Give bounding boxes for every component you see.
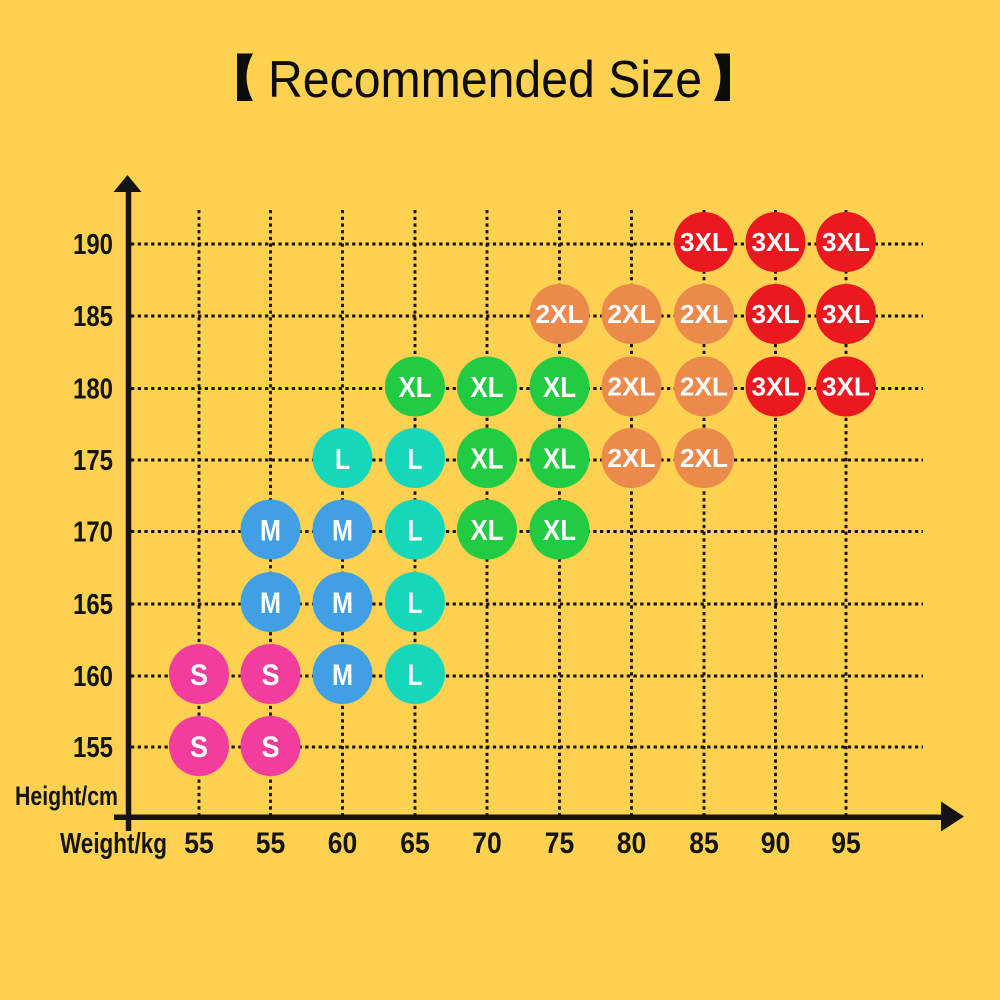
svg-text:55: 55 — [256, 827, 286, 860]
svg-text:175: 175 — [73, 445, 113, 477]
svg-text:70: 70 — [472, 827, 502, 860]
svg-text:2XL: 2XL — [608, 299, 656, 329]
svg-text:M: M — [332, 659, 353, 692]
svg-text:L: L — [408, 444, 423, 476]
svg-text:65: 65 — [400, 827, 430, 860]
svg-text:XL: XL — [471, 515, 504, 547]
svg-text:160: 160 — [73, 661, 113, 693]
svg-text:2XL: 2XL — [608, 443, 656, 473]
svg-text:60: 60 — [328, 827, 358, 860]
svg-text:L: L — [408, 587, 423, 620]
svg-text:2XL: 2XL — [680, 299, 728, 329]
svg-text:M: M — [260, 515, 281, 548]
svg-text:3XL: 3XL — [822, 299, 870, 329]
svg-text:185: 185 — [73, 301, 113, 333]
svg-text:165: 165 — [73, 589, 113, 621]
svg-text:M: M — [260, 587, 281, 620]
svg-text:155: 155 — [73, 732, 113, 764]
svg-text:3XL: 3XL — [752, 299, 800, 329]
svg-text:2XL: 2XL — [608, 372, 656, 402]
svg-text:3XL: 3XL — [752, 227, 800, 257]
svg-text:S: S — [262, 731, 280, 764]
svg-text:Recommended Size: Recommended Size — [268, 51, 702, 109]
svg-text:XL: XL — [399, 372, 432, 404]
svg-text:S: S — [262, 659, 280, 692]
svg-text:2XL: 2XL — [680, 443, 728, 473]
svg-text:170: 170 — [73, 517, 113, 549]
svg-text:S: S — [190, 659, 208, 692]
svg-text:Weight/kg: Weight/kg — [60, 828, 167, 860]
svg-text:XL: XL — [543, 372, 576, 404]
svg-text:3XL: 3XL — [822, 372, 870, 402]
svg-text:M: M — [332, 587, 353, 620]
svg-text:XL: XL — [543, 444, 576, 476]
svg-text:95: 95 — [831, 827, 861, 860]
svg-text:180: 180 — [73, 374, 113, 406]
svg-text:Height/cm: Height/cm — [15, 781, 118, 811]
svg-text:90: 90 — [761, 827, 791, 860]
svg-text:85: 85 — [689, 827, 719, 860]
svg-text:XL: XL — [543, 515, 576, 547]
svg-text:75: 75 — [545, 827, 575, 860]
svg-text:3XL: 3XL — [752, 372, 800, 402]
svg-text:2XL: 2XL — [680, 372, 728, 402]
svg-text:XL: XL — [471, 444, 504, 476]
svg-text:55: 55 — [184, 827, 214, 860]
svg-text:XL: XL — [471, 372, 504, 404]
svg-text:190: 190 — [73, 229, 113, 261]
svg-text:L: L — [335, 444, 350, 476]
svg-text:3XL: 3XL — [822, 227, 870, 257]
svg-text:2XL: 2XL — [536, 299, 584, 329]
svg-text:M: M — [332, 515, 353, 548]
svg-text:L: L — [408, 515, 423, 548]
svg-text:80: 80 — [617, 827, 647, 860]
svg-text:L: L — [408, 659, 423, 692]
svg-text:S: S — [190, 731, 208, 764]
svg-text:3XL: 3XL — [680, 227, 728, 257]
